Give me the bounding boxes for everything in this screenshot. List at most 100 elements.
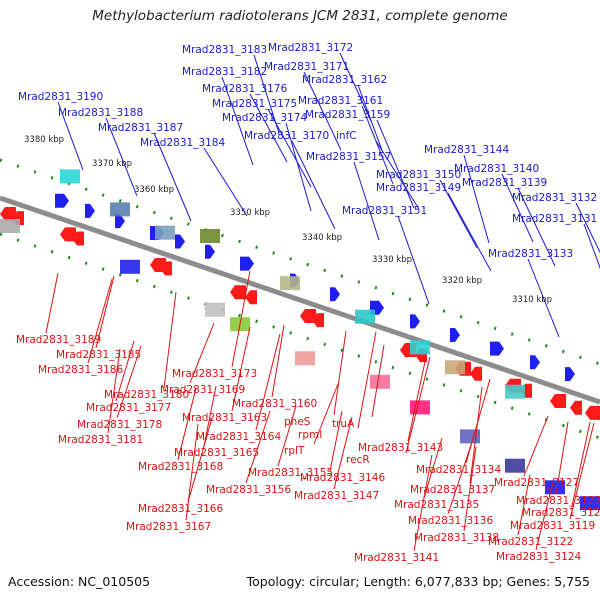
minus-strand-gene-label: recR — [346, 454, 370, 466]
minus-label-leader-line — [163, 291, 177, 389]
minus-label-leader-line — [185, 423, 199, 521]
plus-strand-gene-label: Mrad2831_3132 — [512, 192, 597, 204]
minus-strand-gene-arrow — [570, 400, 582, 415]
minus-label-leader-line — [333, 330, 347, 416]
plus-label-leader-line — [267, 108, 312, 188]
minus-label-leader-line — [517, 474, 531, 536]
minus-label-leader-line — [313, 383, 339, 445]
plus-strand-gene-arrow — [240, 256, 254, 271]
gene-feature-box — [410, 400, 430, 415]
plus-strand-gene-arrow — [205, 244, 215, 259]
minus-label-leader-line — [245, 410, 271, 484]
plus-label-leader-line — [303, 71, 342, 151]
minus-label-leader-line — [255, 333, 281, 431]
plus-label-leader-line — [463, 154, 490, 244]
minus-strand-gene-label: Mrad2831_3141 — [354, 552, 439, 564]
plus-strand-gene-label: Mrad2831_3139 — [462, 177, 547, 189]
minus-strand-gene-label: rplT — [284, 445, 305, 457]
plus-strand-gene-arrow — [530, 355, 540, 370]
plus-label-leader-line — [339, 52, 372, 122]
minus-label-leader-line — [115, 340, 135, 402]
plus-label-leader-line — [353, 161, 380, 241]
minus-strand-gene-label: Mrad2831_3119 — [510, 520, 595, 532]
minus-strand-gene-label: Mrad2831_3137 — [410, 484, 495, 496]
minus-label-leader-line — [277, 405, 297, 467]
gene-feature-box — [505, 384, 525, 399]
minus-label-leader-line — [45, 272, 59, 334]
plus-strand-gene-arrow — [330, 287, 340, 302]
plus-strand-gene-label: Mrad2831_3187 — [98, 122, 183, 134]
plus-strand-gene-label: Mrad2831_3170 — [244, 130, 329, 142]
minus-strand-gene-arrow — [312, 313, 324, 328]
plus-label-leader-line — [105, 117, 138, 197]
minus-label-leader-line — [463, 446, 477, 532]
minus-label-leader-line — [469, 386, 483, 484]
gene-feature-box — [370, 374, 390, 389]
minus-strand-gene-label: pheS — [284, 416, 311, 428]
plus-label-leader-line — [575, 202, 600, 254]
plus-label-leader-line — [439, 179, 478, 249]
minus-strand-gene-label: rpmI — [298, 429, 322, 441]
plus-strand-gene-arrow — [450, 328, 460, 342]
minus-label-leader-line — [187, 417, 213, 503]
minus-label-leader-line — [107, 348, 121, 434]
plus-strand-gene-label: Mrad2831_3171 — [264, 61, 349, 73]
plus-strand-gene-label: Mrad2831_3184 — [140, 137, 225, 149]
plus-strand-gene-label: infC — [336, 130, 357, 142]
kbp-tick-label: 3330 kbp — [372, 255, 412, 265]
map-title: Methylobacterium radiotolerans JCM 2831,… — [92, 8, 508, 24]
minus-strand-gene-arrow — [72, 231, 84, 246]
gene-feature-box — [200, 229, 220, 243]
plus-strand-gene-arrow — [565, 367, 575, 382]
minus-strand-gene-label: Mrad2831_3186 — [38, 364, 123, 376]
minus-strand-gene-label: Mrad2831_3143 — [358, 442, 443, 454]
gene-feature-box — [0, 219, 20, 233]
minus-strand-gene-label: Mrad2831_3163 — [182, 412, 267, 424]
minus-strand-gene-label: Mrad2831_3167 — [126, 521, 211, 533]
minus-strand-gene-label: Mrad2831_3160 — [232, 398, 317, 410]
plus-strand-gene-arrow — [490, 341, 504, 356]
minus-strand-gene-label: Mrad2831_3173 — [172, 368, 257, 380]
minus-strand-gene-label: Mrad2831_3165 — [174, 447, 259, 459]
gene-feature-box — [355, 309, 375, 324]
gene-feature-box — [120, 259, 140, 274]
minus-strand-gene-label: Mrad2831_3121 — [522, 507, 600, 519]
minus-label-leader-line — [371, 344, 385, 418]
plus-strand-gene-label: Mrad2831_3157 — [306, 151, 391, 163]
minus-label-leader-line — [116, 345, 142, 419]
plus-strand-gene-label: Mrad2831_3183 — [182, 44, 267, 56]
minus-strand-gene-label: Mrad2831_3123 — [516, 495, 600, 507]
plus-strand-gene-label: Mrad2831_3182 — [182, 66, 267, 78]
plus-label-leader-line — [583, 223, 600, 269]
gene-feature-box — [445, 360, 465, 375]
minus-strand-gene-label: Mrad2831_3189 — [16, 334, 101, 346]
plus-label-leader-line — [376, 119, 415, 209]
minus-strand-gene-label: Mrad2831_3127 — [494, 477, 579, 489]
plus-strand-gene-label: Mrad2831_3133 — [488, 248, 573, 260]
plus-strand-gene-label: Mrad2831_3149 — [376, 182, 461, 194]
plus-strand-gene-label: Mrad2831_3161 — [298, 95, 383, 107]
gene-feature-box — [280, 276, 300, 291]
minus-label-leader-line — [407, 356, 427, 442]
minus-strand-gene-label: Mrad2831_3155 — [248, 467, 333, 479]
minus-strand-gene-label: Mrad2831_3138 — [414, 532, 499, 544]
minus-strand-gene-label: Mrad2831_3168 — [138, 461, 223, 473]
plus-strand-gene-arrow — [115, 214, 125, 229]
minus-label-leader-line — [405, 356, 431, 454]
plus-label-leader-line — [527, 258, 560, 338]
minus-strand-gene-label: Mrad2831_3147 — [294, 490, 379, 502]
minus-label-leader-line — [357, 331, 377, 429]
minus-label-leader-line — [189, 322, 215, 384]
minus-strand-gene-label: Mrad2831_3156 — [206, 484, 291, 496]
minus-strand-gene-label: Mrad2831_3178 — [77, 419, 162, 431]
gene-feature-box — [155, 225, 175, 240]
minus-strand-gene-arrow — [60, 227, 76, 242]
plus-label-leader-line — [375, 140, 420, 210]
plus-strand-gene-label: Mrad2831_3131 — [512, 213, 597, 225]
plus-strand-gene-label: Mrad2831_3176 — [202, 83, 287, 95]
gene-feature-box — [580, 496, 600, 511]
minus-label-leader-line — [95, 275, 115, 349]
accession-text: Accession: NC_010505 — [8, 574, 151, 589]
plus-strand-gene-label: Mrad2831_3175 — [212, 98, 297, 110]
minus-label-leader-line — [333, 416, 353, 490]
